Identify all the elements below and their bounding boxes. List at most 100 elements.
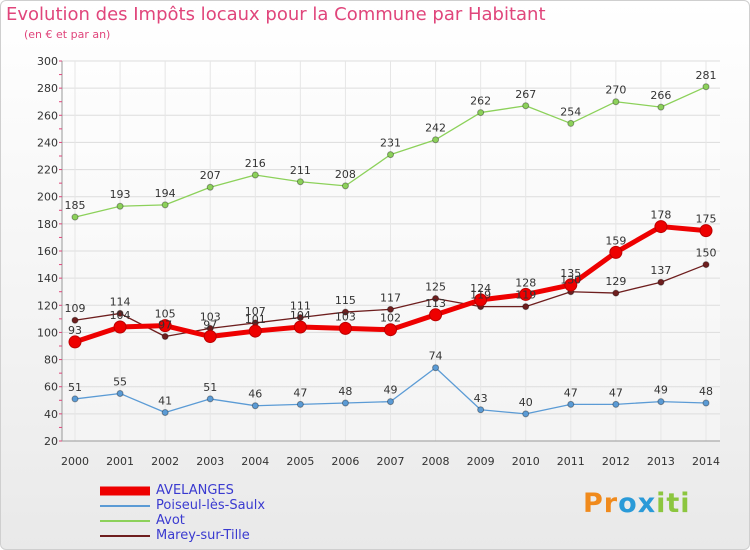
data-label: 97: [158, 319, 172, 332]
data-label: 178: [650, 209, 671, 222]
x-tick-label: 2008: [422, 455, 450, 468]
data-label: 281: [696, 69, 717, 82]
x-tick-label: 2013: [647, 455, 675, 468]
data-point: [567, 400, 575, 408]
data-label: 113: [425, 297, 446, 310]
data-label: 55: [113, 376, 127, 389]
data-label: 93: [68, 324, 82, 337]
y-tick-label: 220: [37, 164, 58, 177]
data-point: [116, 202, 124, 210]
x-tick-label: 2000: [61, 455, 89, 468]
data-label: 51: [68, 381, 82, 394]
data-label: 137: [650, 264, 671, 277]
data-point: [429, 308, 443, 322]
data-label: 109: [65, 302, 86, 315]
data-point: [522, 303, 530, 311]
data-point: [609, 245, 623, 259]
x-tick-label: 2001: [106, 455, 134, 468]
chart-subtitle: (en € et par an): [24, 28, 111, 41]
x-tick-label: 2004: [241, 455, 269, 468]
data-label: 105: [155, 308, 176, 321]
data-point: [203, 330, 217, 343]
data-point: [387, 398, 394, 406]
data-label: 211: [290, 164, 311, 177]
x-tick-label: 2002: [151, 455, 179, 468]
data-point: [657, 398, 665, 406]
data-label: 242: [425, 122, 446, 135]
data-label: 115: [335, 294, 356, 307]
data-point: [338, 321, 352, 335]
data-label: 46: [248, 388, 262, 401]
logo-letter: r: [603, 488, 619, 519]
data-point: [161, 333, 169, 340]
data-point: [432, 295, 440, 302]
data-label: 104: [110, 309, 131, 322]
x-tick-label: 2014: [692, 455, 720, 468]
data-label: 101: [245, 313, 266, 326]
data-point: [699, 224, 713, 238]
logo-letter: i: [680, 488, 691, 519]
y-tick-label: 280: [37, 82, 58, 95]
data-point: [296, 178, 304, 186]
data-point: [432, 136, 440, 144]
data-label: 103: [200, 310, 221, 323]
data-point: [251, 402, 259, 410]
data-label: 208: [335, 168, 356, 181]
x-tick-label: 2003: [196, 455, 224, 468]
data-label: 48: [699, 385, 713, 398]
data-point: [251, 171, 259, 179]
data-point: [612, 400, 620, 408]
data-point: [293, 320, 307, 334]
data-point: [113, 320, 127, 334]
data-label: 119: [515, 289, 536, 302]
data-label: 159: [605, 234, 626, 247]
y-tick-label: 200: [37, 191, 58, 204]
legend-item: Avot: [100, 513, 265, 528]
data-point: [341, 182, 349, 190]
data-label: 114: [110, 295, 131, 308]
data-point: [519, 287, 533, 301]
data-label: 49: [384, 384, 398, 397]
data-label: 150: [696, 247, 717, 260]
y-tick-label: 80: [44, 354, 58, 367]
data-point: [477, 406, 485, 414]
x-tick-label: 2009: [467, 455, 495, 468]
data-label: 41: [158, 395, 172, 408]
data-point: [702, 399, 710, 407]
x-tick-label: 2006: [331, 455, 359, 468]
data-label: 103: [335, 310, 356, 323]
legend-label: Avot: [156, 513, 185, 528]
legend-label: Marey-sur-Tille: [156, 528, 250, 543]
data-label: 185: [65, 199, 86, 212]
data-label: 216: [245, 157, 266, 170]
data-point: [71, 316, 79, 324]
data-label: 107: [245, 305, 266, 318]
data-point: [477, 109, 485, 117]
data-point: [116, 390, 124, 397]
data-label: 128: [515, 276, 536, 289]
data-point: [161, 201, 169, 209]
legend-item: Marey-sur-Tille: [100, 528, 265, 543]
data-point: [158, 319, 172, 333]
y-tick-label: 40: [44, 408, 58, 421]
data-point: [71, 395, 79, 403]
y-tick-label: 20: [44, 435, 58, 448]
data-point: [567, 119, 575, 127]
x-tick-label: 2005: [286, 455, 314, 468]
y-tick-label: 300: [37, 55, 58, 68]
legend: AVELANGES Poiseul-lès-Saulx Avot Marey-sur-…: [100, 483, 265, 543]
x-tick-label: 2007: [377, 455, 405, 468]
data-point: [206, 395, 214, 403]
x-tick-label: 2011: [557, 455, 585, 468]
data-label: 207: [200, 169, 221, 182]
chart-title: Evolution des Impôts locaux pour la Comm…: [6, 4, 546, 25]
data-label: 231: [380, 137, 401, 150]
data-point: [522, 410, 530, 418]
data-label: 111: [290, 300, 311, 313]
data-point: [161, 409, 169, 416]
logo-letter: i: [656, 488, 667, 519]
data-point: [612, 98, 620, 106]
data-label: 129: [605, 275, 626, 288]
data-label: 97: [203, 319, 217, 332]
